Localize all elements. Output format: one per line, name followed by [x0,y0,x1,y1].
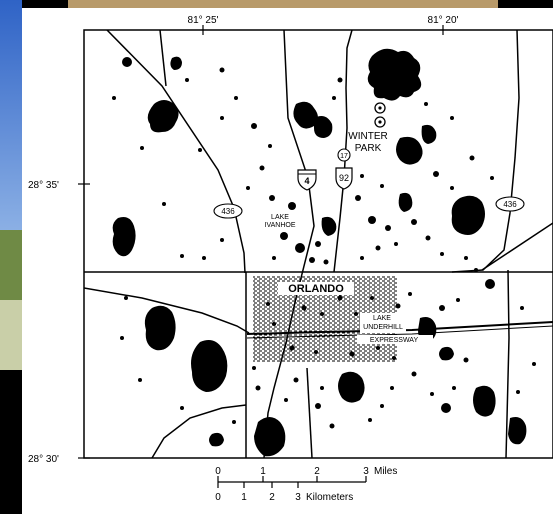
state-route-436-east-number: 436 [503,200,517,209]
lake [508,417,527,445]
small-lakes [112,57,536,429]
latitude-label-south: 28° 30' [28,454,59,465]
lake [473,385,496,417]
small-lake [122,57,132,67]
state-route-436-west-shield: 436 [213,203,243,219]
place-label-orlando: ORLANDO [288,283,344,295]
state-route-436-west-number: 436 [221,207,235,216]
road-436-west [106,30,246,274]
scale-bar: 0 1 2 3 Miles 0 1 2 3 Kilometers [215,466,397,503]
lake [398,192,413,212]
lake [147,100,179,133]
latitude-label-north: 28° 35' [28,180,59,191]
lake [321,216,337,236]
interstate-4-number: 4 [304,176,309,186]
orlando-map: 81° 25' 81° 20' 28° 35' 28° 30' [28,15,553,503]
road-network [84,30,553,458]
interstate-4-shield: 4 [297,169,317,191]
longitude-label-west: 81° 25' [188,15,219,26]
place-label-lake-ivanhoe-2: IVANHOE [265,222,296,229]
road-436-east [451,30,520,273]
lake [367,48,422,101]
sky-strip [0,0,22,240]
km-tick-2: 2 [269,492,275,503]
foliage-strip [0,230,22,320]
miles-tick-0: 0 [215,466,221,477]
interstate-4 [263,30,315,458]
miles-unit: Miles [374,466,397,477]
place-label-lake-underhill-2: UNDERHILL [363,324,403,331]
us-17-92 [333,30,353,273]
lake [254,417,286,457]
us-17-number: 17 [340,153,348,160]
place-label-lake-underhill-1: LAKE [373,315,391,322]
km-tick-1: 1 [241,492,247,503]
us-92-shield: 92 [335,167,353,190]
lakes [112,48,527,457]
km-unit: Kilometers [306,492,353,503]
miles-tick-1: 1 [260,466,266,477]
map-frame [83,29,553,459]
lake [314,116,333,138]
lake [191,340,228,392]
lake [421,124,437,144]
road-east-spur [481,222,553,271]
lake [170,56,182,70]
winter-park-landmark [374,102,386,128]
miles-tick-2: 2 [314,466,320,477]
lake [396,136,423,165]
longitude-label-east: 81° 20' [428,15,459,26]
place-label-lake-ivanhoe-1: LAKE [271,214,289,221]
lake [209,432,224,447]
lake [293,101,318,129]
top-photo-strip [68,0,498,8]
km-tick-0: 0 [215,492,221,503]
lake [439,346,454,361]
road-northwest-spur [159,30,167,87]
state-route-436-east-shield: 436 [495,196,525,212]
lake [112,217,136,257]
lake [338,371,365,403]
place-label-winter: WINTER [348,131,387,142]
us-92-number: 92 [339,173,349,183]
road-west-diagonal [84,287,250,334]
place-label-park: PARK [355,143,382,154]
us-17-shield: 17 [337,148,351,162]
road-southwest-curve [151,404,247,458]
km-tick-3: 3 [295,492,301,503]
road-east-vertical [505,269,510,458]
south-road [306,367,313,458]
lake [451,195,485,235]
place-label-expressway: EXPRESSWAY [370,337,419,344]
lake [144,305,176,351]
miles-tick-3: 3 [363,466,369,477]
map-panel: 81° 25' 81° 20' 28° 35' 28° 30' [22,8,553,514]
